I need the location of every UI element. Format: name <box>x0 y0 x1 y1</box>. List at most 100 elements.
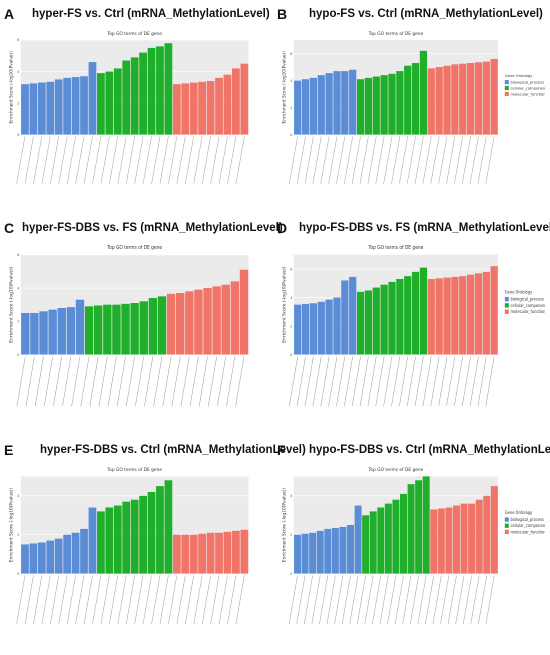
x-tick-label <box>375 356 385 407</box>
bar <box>372 287 380 355</box>
x-tick-label <box>364 575 374 625</box>
x-tick-label <box>296 575 306 625</box>
x-tick-label <box>218 575 228 625</box>
x-tick-label <box>414 356 424 407</box>
y-tick-label: 2 <box>290 533 292 537</box>
x-tick-label <box>16 136 26 184</box>
x-tick-label <box>454 356 463 407</box>
bar <box>80 76 88 135</box>
x-tick-label <box>41 575 51 625</box>
bar <box>157 296 167 355</box>
x-tick-label <box>304 136 314 184</box>
bar <box>54 79 63 135</box>
x-tick-label <box>438 356 448 407</box>
bar <box>121 303 130 355</box>
bar <box>294 534 302 574</box>
x-tick-label <box>235 575 245 625</box>
x-tick-label <box>235 356 245 407</box>
y-tick-label: 0 <box>17 133 19 137</box>
y-tick-label: 6 <box>290 267 293 271</box>
legend-title: Gene Ontology <box>505 510 533 515</box>
x-tick-label <box>446 136 456 184</box>
x-tick-label <box>50 136 59 184</box>
x-tick-label <box>171 356 181 407</box>
bar <box>435 67 443 135</box>
bar <box>194 289 203 355</box>
x-tick-label <box>162 356 172 407</box>
legend-entry: molecular_function <box>510 309 545 314</box>
x-tick-label <box>116 356 126 407</box>
panel-letter: B <box>277 6 288 22</box>
x-tick-label <box>92 575 102 625</box>
bar <box>30 312 39 355</box>
x-tick-label <box>71 356 81 407</box>
x-tick-label <box>134 136 144 184</box>
bar <box>482 271 490 355</box>
x-tick-label <box>34 356 44 407</box>
bar <box>443 277 451 355</box>
x-tick-label <box>80 356 90 407</box>
x-tick-label <box>53 356 62 407</box>
x-tick-label <box>159 575 169 625</box>
y-tick-label: 6 <box>290 52 292 56</box>
x-tick-label <box>176 575 186 625</box>
legend-swatch <box>504 85 509 91</box>
x-tick-label <box>142 136 152 184</box>
bar <box>407 484 415 574</box>
x-tick-label <box>144 356 154 407</box>
bar <box>71 77 80 135</box>
panel-title: hyper-FS-DBS vs. FS (mRNA_MethylationLev… <box>22 222 283 234</box>
x-tick-label <box>202 136 211 184</box>
x-tick-label <box>226 356 236 407</box>
x-tick-label <box>391 136 401 184</box>
bar <box>147 47 156 135</box>
x-tick-label <box>168 136 178 184</box>
bar <box>54 538 63 574</box>
bar <box>435 278 443 355</box>
x-tick-label <box>296 136 306 184</box>
bar <box>172 84 181 135</box>
go-enrichment-chart: Top GO terms of DE gene 0 2 4 6 Enrichment Sc… <box>281 31 545 184</box>
chart-title: Top GO terms of DE gene <box>368 245 424 251</box>
x-tick-label <box>470 575 480 625</box>
bar <box>451 64 459 135</box>
bar <box>475 499 483 574</box>
x-tick-label <box>422 136 432 184</box>
panel-d: D hypo-FS-DBS vs. FS (mRNA_MethylationLe… <box>277 220 550 434</box>
bar <box>189 82 198 135</box>
x-tick-label <box>62 356 72 407</box>
x-tick-label <box>185 136 194 184</box>
bar <box>198 81 207 135</box>
x-tick-label <box>372 575 381 625</box>
y-tick-label: 4 <box>17 286 20 290</box>
x-tick-label <box>58 575 68 625</box>
legend-entry: cellular_component <box>510 523 545 528</box>
x-tick-label <box>33 136 43 184</box>
x-tick-label <box>432 575 442 625</box>
x-tick-label <box>151 136 161 184</box>
legend-entry: molecular_function <box>510 529 545 534</box>
bar <box>309 77 318 135</box>
x-tick-label <box>485 575 495 625</box>
x-tick-label <box>438 136 448 184</box>
bar <box>46 81 55 135</box>
x-tick-label <box>189 356 199 407</box>
bar <box>103 304 112 355</box>
panel-title: hypo-FS-DBS vs. FS (mRNA_MethylationLeve… <box>299 222 550 234</box>
x-tick-label <box>379 575 389 625</box>
bar <box>223 531 232 574</box>
x-tick-label <box>227 575 237 625</box>
x-tick-label <box>383 136 393 184</box>
bar <box>362 515 370 574</box>
panel-title: hyper-FS-DBS vs. Ctrl (mRNA_MethylationL… <box>40 444 306 456</box>
x-tick-label <box>311 575 321 625</box>
legend-title: Gene Ontology <box>505 74 533 78</box>
bar <box>324 528 332 574</box>
bar <box>388 73 396 135</box>
x-tick-label <box>359 136 369 184</box>
bar <box>437 508 445 574</box>
bar <box>71 532 80 574</box>
x-tick-label <box>180 356 190 407</box>
x-tick-label <box>399 136 408 184</box>
